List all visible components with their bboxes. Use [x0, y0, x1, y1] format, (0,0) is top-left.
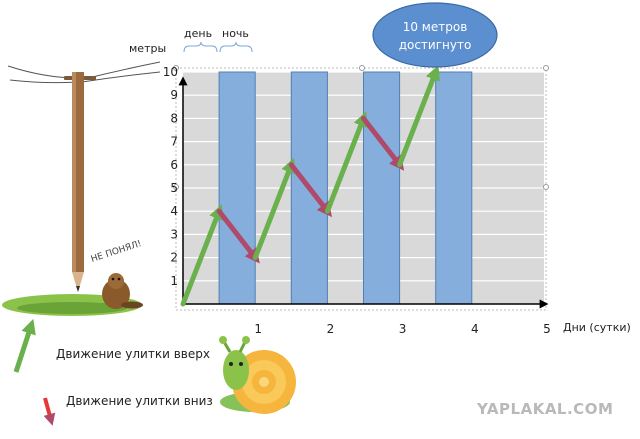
x-tick-labels: 1 2 3 4 5 [254, 322, 550, 336]
legend-up-text: Движение улитки вверх [56, 347, 210, 361]
watermark: YAPLAKAL.COM [476, 400, 613, 418]
day-label: день [184, 27, 212, 40]
snail-up-segment [397, 65, 440, 168]
x-tick-label: 4 [471, 322, 479, 336]
frame-handle [543, 65, 549, 71]
snail-up-segment [252, 157, 296, 261]
snail-path [180, 65, 440, 307]
beaver [102, 273, 143, 309]
x-tick-label: 2 [327, 322, 335, 336]
frame-handle [173, 65, 179, 71]
night-bracket [219, 41, 253, 53]
legend-down-arrow [43, 397, 56, 426]
x-tick-label: 3 [399, 322, 407, 336]
callout-line2: достигнуто [399, 38, 472, 52]
snail-up-segment [324, 111, 368, 214]
snail-up-segment [180, 204, 224, 307]
frame-handle [359, 65, 365, 71]
legend-up-arrow [13, 318, 36, 373]
snail-down-segment [361, 115, 405, 171]
y-tick-label: 7 [170, 135, 178, 149]
y-tick-labels: 1 2 3 4 5 6 7 8 9 10 [163, 65, 178, 288]
x-tick-label: 5 [543, 322, 551, 336]
y-axis-label: метры [129, 42, 166, 55]
y-tick-label: 2 [170, 251, 178, 265]
night-band [435, 71, 473, 305]
legend-down-text: Движение улитки вниз [66, 394, 213, 408]
y-tick-label: 9 [170, 88, 178, 102]
night-band [363, 71, 401, 305]
y-tick-label: 5 [170, 181, 178, 195]
legend: Движение улитки вверх Движение улитки вн… [13, 318, 213, 426]
x-axis-label: Дни (сутки) [563, 321, 631, 334]
night-bands [218, 71, 473, 305]
beaver-sign: НЕ ПОНЯЛ! [90, 239, 143, 265]
night-band [218, 71, 256, 305]
goal-callout: 10 метров достигнуто [372, 2, 498, 68]
pole-illustration: НЕ ПОНЯЛ! [2, 61, 161, 316]
snail-illustration [219, 336, 296, 414]
callout-line1: 10 метров [403, 20, 468, 34]
y-tick-label: 10 [163, 65, 178, 79]
x-tick-label: 1 [254, 322, 262, 336]
snail-down-segment [288, 162, 333, 218]
callout-bubble [372, 2, 498, 68]
y-tick-label: 6 [170, 158, 178, 172]
y-tick-label: 3 [170, 227, 178, 241]
y-tick-label: 4 [170, 204, 178, 218]
y-tick-label: 1 [170, 274, 178, 288]
y-tick-label: 8 [170, 111, 178, 125]
day-bracket [183, 41, 218, 53]
frame-handle [543, 184, 549, 190]
night-label: ночь [222, 27, 249, 40]
snail-down-segment [216, 208, 260, 264]
frame-handle [173, 184, 179, 190]
